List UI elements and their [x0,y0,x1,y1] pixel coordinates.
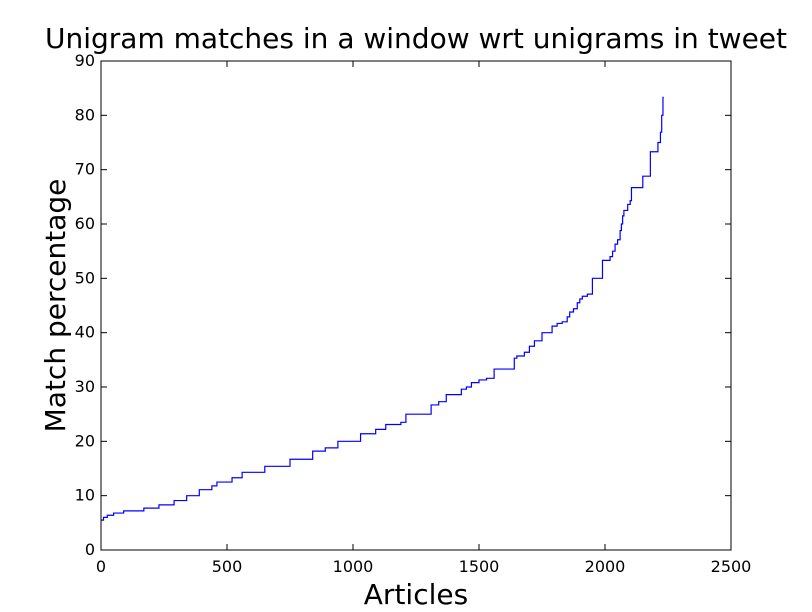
data-point [620,230,621,231]
data-point [633,187,634,188]
plot-area [101,61,731,550]
data-point [602,260,603,261]
data-point [577,302,578,303]
data-point [609,256,610,257]
data-point [431,404,432,405]
x-tick-label: 1000 [333,557,374,576]
y-tick-label: 0 [85,540,95,559]
data-point [325,447,326,448]
data-point [199,489,200,490]
x-axis-label: Articles [364,578,468,611]
data-point [385,424,386,425]
data-point [113,512,114,513]
data-point [597,278,598,279]
data-point [524,352,525,353]
data-point [582,296,583,297]
x-tick-label: 500 [212,557,243,576]
data-point [630,200,631,201]
data-point [660,132,661,133]
y-tick-label: 50 [75,268,95,287]
data-point [573,308,574,309]
y-tick-label: 10 [75,486,95,505]
data-point [569,311,570,312]
y-axis-label: Match percentage [39,179,72,433]
data-point [471,382,472,383]
data-point [625,210,626,211]
data-point [400,422,401,423]
data-point [627,204,628,205]
data-point [661,115,662,116]
y-tick-label: 70 [75,160,95,179]
data-point [289,459,290,460]
data-point [621,223,622,224]
data-point [529,346,530,347]
data-point [264,466,265,467]
x-tick-label: 1500 [459,557,500,576]
y-tick-label: 60 [75,214,95,233]
data-point [478,379,479,380]
data-point [446,394,447,395]
data-point [557,323,558,324]
data-point [637,187,638,188]
data-point [650,151,651,152]
y-tick-label: 80 [75,105,95,124]
y-tick-label: 90 [75,51,95,70]
data-point [216,481,217,482]
data-point [494,368,495,369]
data-point [242,472,243,473]
data-point [405,414,406,415]
data-point [579,298,580,299]
data-point [123,510,124,511]
data-point [631,187,632,188]
data-point [663,97,664,98]
data-point [173,500,174,501]
data-point [375,429,376,430]
data-point [534,340,535,341]
plot-frame [100,60,732,551]
data-point [103,517,104,518]
data-point [632,187,633,188]
data-point [623,210,624,211]
data-point [360,433,361,434]
data-point [466,386,467,387]
data-point [514,358,515,359]
data-point [642,176,643,177]
y-tick-label: 20 [75,431,95,450]
data-point [337,441,338,442]
series-line-0 [101,96,664,521]
ticks-layer: 0 500 1000 1500 2000 2500 0 10 20 30 40 50 60 70 80 90 [75,51,752,576]
data-point [231,477,232,478]
data-point [438,401,439,402]
y-tick-label: 30 [75,377,95,396]
data-point [622,215,623,216]
data-point [562,321,563,322]
data-point [486,378,487,379]
data-point [186,495,187,496]
data-point [312,451,313,452]
x-tick-label: 0 [96,557,106,576]
data-point [541,332,542,333]
x-tick-label: 2500 [711,557,752,576]
data-point [655,151,656,152]
data-point [612,251,613,252]
data-point [461,389,462,390]
data-point [587,293,588,294]
data-point [516,355,517,356]
data-point [567,316,568,317]
data-point [211,485,212,486]
series-layer [101,96,664,521]
data-point [617,239,618,240]
chart-title: Unigram matches in a window wrt unigrams… [45,22,787,55]
x-tick-label: 2000 [585,557,626,576]
data-point [158,504,159,505]
y-tick-label: 40 [75,323,95,342]
data-point [657,142,658,143]
data-point [551,326,552,327]
data-point [143,508,144,509]
data-point [107,515,108,516]
data-point [592,278,593,279]
data-point [614,244,615,245]
